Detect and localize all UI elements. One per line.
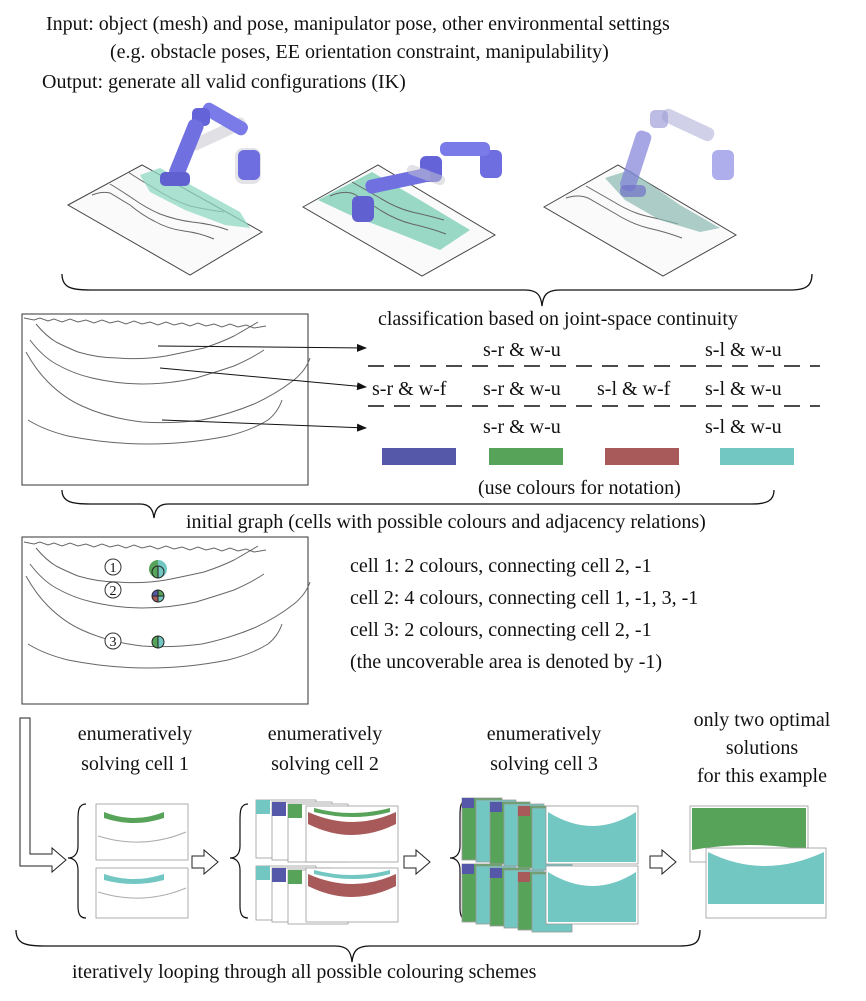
class-row1-right: s-l & w-u — [705, 339, 782, 361]
classification-title: classification based on joint-space cont… — [378, 308, 738, 330]
step3-stack-b — [461, 863, 639, 933]
class-row2-a: s-r & w-f — [372, 378, 447, 400]
cell-1-colour-disc — [149, 560, 167, 579]
robot-scene-2 — [301, 142, 502, 277]
result-line2: solutions — [725, 737, 799, 759]
step2-line1: enumeratively — [267, 723, 383, 745]
graph-line-2: cell 2: 4 colours, connecting cell 1, -1… — [350, 587, 699, 609]
step2-stack-b — [255, 865, 399, 925]
brace-robots — [61, 273, 813, 307]
workspace-box-2: 1 2 3 — [21, 536, 311, 705]
robot-arm-2 — [352, 142, 502, 222]
step3-stack-a — [461, 797, 639, 871]
swatch-red — [605, 448, 679, 465]
robot-arm-1 — [160, 102, 261, 186]
class-row1-left: s-r & w-u — [483, 339, 561, 361]
class-row2-c: s-l & w-f — [597, 378, 671, 400]
step3-line1: enumeratively — [486, 723, 602, 745]
class-row2-d: s-l & w-u — [705, 378, 782, 400]
swatch-blue — [382, 448, 456, 465]
class-row3-left: s-r & w-u — [483, 416, 561, 438]
colour-note: (use colours for notation) — [478, 477, 681, 499]
class-row3-right: s-l & w-u — [705, 416, 782, 438]
brace-graph — [61, 489, 775, 519]
input-line-2: (e.g. obstacle poses, EE orientation con… — [110, 41, 609, 63]
output-line: Output: generate all valid configuration… — [42, 71, 406, 93]
robot-scene-3 — [542, 108, 737, 277]
cell-marker-2: 2 — [110, 584, 117, 599]
class-row2-b: s-r & w-u — [483, 378, 561, 400]
graph-line-4: (the uncoverable area is denoted by -1) — [350, 651, 663, 673]
step2-line2: solving cell 2 — [271, 753, 379, 775]
result-line3: for this example — [697, 765, 827, 787]
cell-marker-3: 3 — [110, 635, 117, 650]
step3-line2: solving cell 3 — [490, 753, 598, 775]
step1-map-b — [95, 867, 189, 919]
swatch-cyan — [720, 448, 794, 465]
brace-bottom — [15, 929, 701, 963]
graph-line-3: cell 3: 2 colours, connecting cell 2, -1 — [350, 619, 652, 641]
cell-2-colour-disc — [151, 589, 165, 603]
workspace-box-1 — [21, 313, 311, 486]
swatch-green — [489, 448, 563, 465]
footer-caption: iteratively looping through all possible… — [72, 961, 537, 983]
solution-cyan — [705, 847, 827, 919]
result-line1: only two optimal — [693, 709, 831, 731]
step2-stack-a — [255, 799, 399, 863]
flow-arrow-start — [19, 717, 67, 874]
robot-arm-3 — [620, 108, 734, 197]
step1-line1: enumeratively — [77, 723, 193, 745]
input-line-1: Input: object (mesh) and pose, manipulat… — [46, 13, 670, 35]
step1-line2: solving cell 1 — [81, 753, 189, 775]
step1-map-a — [95, 803, 189, 861]
cell-marker-1: 1 — [110, 561, 117, 576]
graph-title: initial graph (cells with possible colou… — [186, 511, 706, 533]
cell-3-colour-disc — [151, 635, 165, 649]
robot-scene-1 — [66, 102, 263, 276]
graph-line-1: cell 1: 2 colours, connecting cell 2, -1 — [350, 555, 652, 577]
